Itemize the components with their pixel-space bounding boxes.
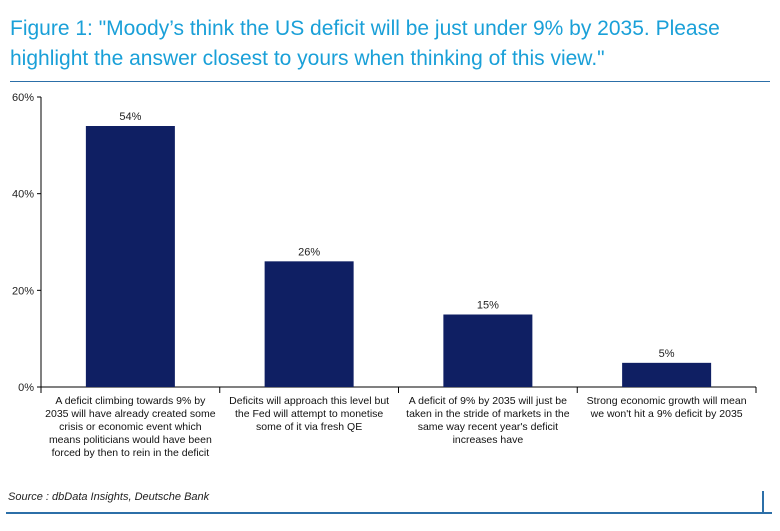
x-tick-label: 2035 will have already created some bbox=[45, 408, 216, 420]
x-tick-label: Strong economic growth will mean bbox=[587, 395, 747, 407]
bottom-divider bbox=[6, 512, 772, 514]
x-tick-label: taken in the stride of markets in the bbox=[406, 408, 570, 420]
bar bbox=[443, 314, 533, 387]
y-tick-label: 40% bbox=[12, 189, 34, 201]
x-tick-label: crisis or economic event which bbox=[59, 421, 202, 433]
y-tick-label: 0% bbox=[18, 382, 34, 394]
y-tick-label: 60% bbox=[12, 92, 34, 104]
x-tick-label: the Fed will attempt to monetise bbox=[235, 408, 383, 420]
bar bbox=[85, 126, 175, 387]
x-tick-label: increases have bbox=[453, 434, 524, 446]
x-tick-label: some of it via fresh QE bbox=[256, 421, 362, 433]
x-tick-label: A deficit climbing towards 9% by bbox=[55, 395, 206, 407]
bar bbox=[264, 261, 354, 387]
x-tick-label: forced by then to rein in the deficit bbox=[52, 447, 210, 459]
x-tick-label: same way recent year's deficit bbox=[418, 421, 558, 433]
y-tick-label: 20% bbox=[12, 285, 34, 297]
x-tick-label: A deficit of 9% by 2035 will just be bbox=[409, 395, 567, 407]
data-label: 15% bbox=[477, 300, 499, 312]
frame-corner-mark bbox=[762, 491, 764, 513]
title-divider bbox=[10, 81, 770, 82]
data-label: 26% bbox=[298, 246, 320, 258]
bar bbox=[622, 362, 712, 387]
source-note: Source : dbData Insights, Deutsche Bank bbox=[8, 491, 210, 503]
chart-title: Figure 1: "Moody’s think the US deficit … bbox=[10, 17, 720, 70]
x-tick-label: Deficits will approach this level but bbox=[229, 395, 389, 407]
data-label: 54% bbox=[119, 111, 141, 123]
x-tick-label: we won't hit a 9% deficit by 2035 bbox=[590, 408, 743, 420]
x-tick-label: means politicians would have been bbox=[49, 434, 212, 446]
data-label: 5% bbox=[659, 348, 675, 360]
